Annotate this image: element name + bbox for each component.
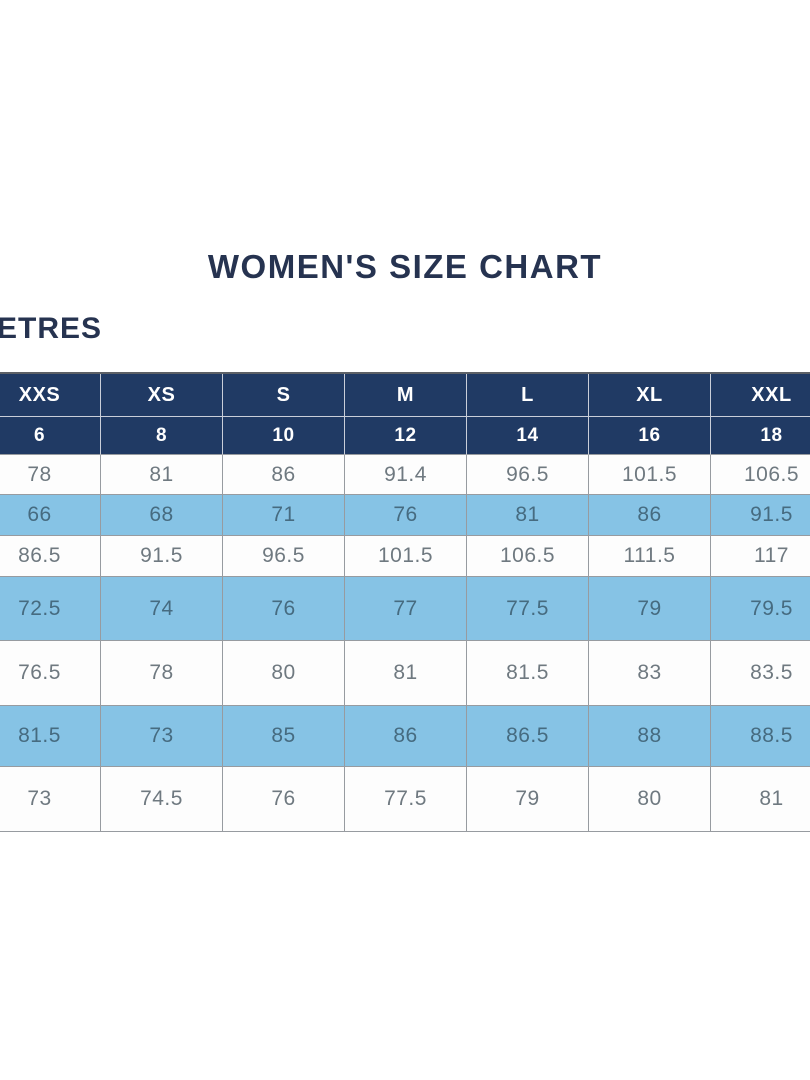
table-cell: 106.5 — [711, 455, 810, 495]
table-cell: 79.5 — [711, 577, 810, 641]
table-cell: 78 — [0, 455, 101, 495]
table-cell: 76.5 — [0, 641, 101, 706]
table-cell: 91.5 — [711, 495, 810, 536]
size-number-cell: 14 — [467, 417, 589, 455]
table-cell: 96.5 — [223, 536, 345, 577]
table-cell: 91.4 — [345, 455, 467, 495]
table-cell: 76 — [223, 577, 345, 641]
table-cell: 91.5 — [101, 536, 223, 577]
table-cell: 86 — [589, 495, 711, 536]
table-cell: 117 — [711, 536, 810, 577]
table-cell: 73 — [101, 706, 223, 767]
table-cell: 76 — [223, 767, 345, 832]
table-cell: 81 — [711, 767, 810, 832]
table-cell: 83.5 — [711, 641, 810, 706]
table-cell: 85 — [223, 706, 345, 767]
table-cell: 101.5 — [345, 536, 467, 577]
size-chart-table: XXS XS S M L XL XXL 6 8 10 12 14 16 18 78 81 86 91.4 96.5 1… — [0, 372, 810, 832]
table-cell: 73 — [0, 767, 101, 832]
table-cell: 81 — [101, 455, 223, 495]
table-cell: 71 — [223, 495, 345, 536]
size-number-cell: 6 — [0, 417, 101, 455]
size-number-cell: 12 — [345, 417, 467, 455]
table-cell: 101.5 — [589, 455, 711, 495]
table-cell: 77 — [345, 577, 467, 641]
table-cell: 88.5 — [711, 706, 810, 767]
table-cell: 80 — [223, 641, 345, 706]
units-label: ETRES — [0, 312, 103, 345]
table-cell: 81.5 — [467, 641, 589, 706]
table-cell: 83 — [589, 641, 711, 706]
page-title: WOMEN'S SIZE CHART — [207, 248, 603, 285]
table-cell: 66 — [0, 495, 101, 536]
table-cell: 111.5 — [589, 536, 711, 577]
table-cell: 72.5 — [0, 577, 101, 641]
size-label-cell: L — [467, 374, 589, 417]
table-cell: 74.5 — [101, 767, 223, 832]
table-cell: 96.5 — [467, 455, 589, 495]
table-cell: 106.5 — [467, 536, 589, 577]
table-cell: 79 — [467, 767, 589, 832]
size-label-cell: M — [345, 374, 467, 417]
table-cell: 86.5 — [467, 706, 589, 767]
table-cell: 81.5 — [0, 706, 101, 767]
table-cell: 77.5 — [467, 577, 589, 641]
table-cell: 77.5 — [345, 767, 467, 832]
table-cell: 86 — [223, 455, 345, 495]
size-label-cell: XS — [101, 374, 223, 417]
size-label-cell: XXL — [711, 374, 810, 417]
table-cell: 68 — [101, 495, 223, 536]
table-cell: 76 — [345, 495, 467, 536]
size-number-cell: 10 — [223, 417, 345, 455]
size-label-cell: S — [223, 374, 345, 417]
size-number-cell: 18 — [711, 417, 810, 455]
size-number-cell: 8 — [101, 417, 223, 455]
table-cell: 78 — [101, 641, 223, 706]
size-label-cell: XXS — [0, 374, 101, 417]
size-label-cell: XL — [589, 374, 711, 417]
table-cell: 80 — [589, 767, 711, 832]
table-cell: 74 — [101, 577, 223, 641]
table-cell: 86 — [345, 706, 467, 767]
table-cell: 88 — [589, 706, 711, 767]
table-cell: 79 — [589, 577, 711, 641]
table-cell: 81 — [345, 641, 467, 706]
size-number-cell: 16 — [589, 417, 711, 455]
table-cell: 86.5 — [0, 536, 101, 577]
table-cell: 81 — [467, 495, 589, 536]
